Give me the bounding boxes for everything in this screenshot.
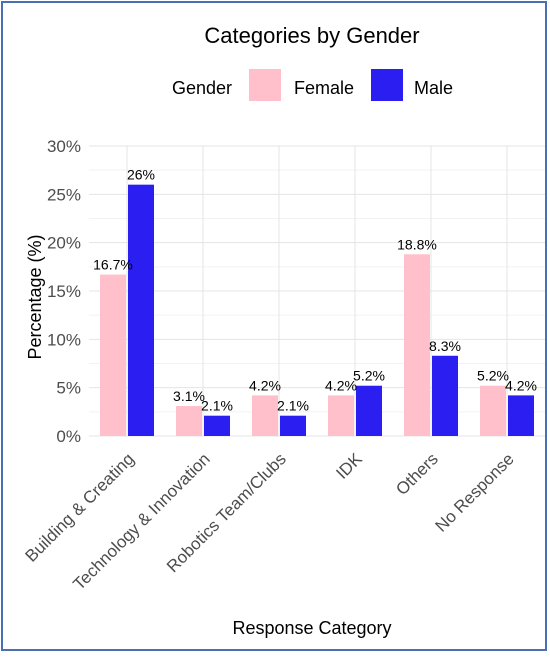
x-tick-label: Others <box>392 449 442 499</box>
y-axis-title: Percentage (%) <box>25 234 45 359</box>
data-label-male: 26% <box>127 167 155 183</box>
legend-label-female: Female <box>294 78 354 98</box>
y-tick-label: 0% <box>56 427 81 446</box>
legend-label-male: Male <box>414 78 453 98</box>
grid <box>89 145 545 437</box>
legend-swatch-male <box>371 69 403 101</box>
y-tick-label: 10% <box>47 330 81 349</box>
bar-male <box>356 385 382 436</box>
y-tick-label: 20% <box>47 234 81 253</box>
bar-female <box>328 395 354 436</box>
data-label-female: 4.2% <box>325 377 357 393</box>
bar-female <box>404 254 430 436</box>
data-label-male: 2.1% <box>277 398 309 414</box>
legend-title: Gender <box>172 78 232 98</box>
data-label-female: 3.1% <box>173 388 205 404</box>
data-label-female: 18.8% <box>397 236 437 252</box>
y-tick-label: 5% <box>56 379 81 398</box>
y-tick-label: 25% <box>47 185 81 204</box>
x-axis-title: Response Category <box>232 618 391 638</box>
data-label-male: 2.1% <box>201 398 233 414</box>
bar-female <box>176 406 202 436</box>
x-tick-label: IDK <box>332 449 366 483</box>
bar-male <box>508 395 534 436</box>
bar-female <box>252 395 278 436</box>
legend: Gender Female Male <box>172 69 453 101</box>
legend-swatch-female <box>249 69 281 101</box>
bar-female <box>480 385 506 436</box>
y-axis: 0% 5% 10% 15% 20% 25% 30% <box>47 137 81 446</box>
bar-female <box>100 274 126 436</box>
data-label-male: 4.2% <box>505 377 537 393</box>
x-tick-label: No Response <box>432 449 518 535</box>
data-label-male: 8.3% <box>429 338 461 354</box>
chart-title: Categories by Gender <box>204 23 419 48</box>
bar-male <box>432 355 458 436</box>
x-tick-label: Technology & Innovation <box>69 449 213 593</box>
data-label-female: 16.7% <box>93 257 133 273</box>
bar-male <box>280 415 306 436</box>
y-tick-label: 15% <box>47 282 81 301</box>
y-tick-label: 30% <box>47 137 81 156</box>
bar-male <box>204 415 230 436</box>
data-label-female: 5.2% <box>477 368 509 384</box>
bar-chart: 16.7%26%3.1%2.1%4.2%2.1%4.2%5.2%18.8%8.3… <box>21 23 545 638</box>
data-labels: 16.7%26%3.1%2.1%4.2%2.1%4.2%5.2%18.8%8.3… <box>93 167 537 414</box>
data-label-female: 4.2% <box>249 377 281 393</box>
data-label-male: 5.2% <box>353 368 385 384</box>
bars <box>100 184 534 436</box>
bar-male <box>128 184 154 436</box>
